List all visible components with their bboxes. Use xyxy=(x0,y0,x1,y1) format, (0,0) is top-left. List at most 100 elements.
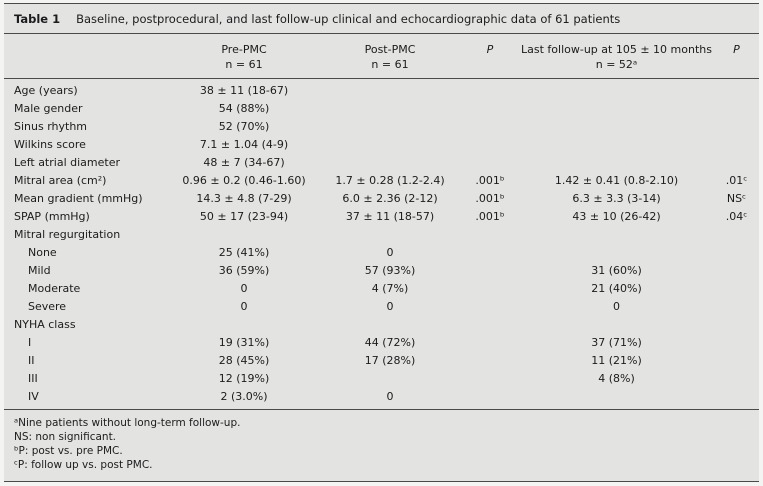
cell-value: 19 (31%) xyxy=(218,336,270,349)
table-row: Left atrial diameter 48 ± 7 (34-67) xyxy=(4,154,759,172)
cell-value xyxy=(714,280,759,298)
col-parameter xyxy=(4,34,169,79)
cell-value xyxy=(714,334,759,352)
table-row: Mitral area (cm²) 0.96 ± 0.2 (0.46-1.60) 1… xyxy=(4,172,759,190)
cell-value xyxy=(461,298,519,316)
cell-value: 0.96 ± 0.2 (0.46-1.60) xyxy=(182,174,306,187)
table-row: I 19 (31%) 44 (72%) 37 (71%) xyxy=(4,334,759,352)
cell-value xyxy=(319,79,461,101)
row-label: Left atrial diameter xyxy=(14,156,120,169)
cell-value xyxy=(319,154,461,172)
table-row: IV 2 (3.0%) 0 xyxy=(4,388,759,409)
row-label: Moderate xyxy=(28,282,81,295)
cell-value xyxy=(714,370,759,388)
table-row: III 12 (19%) 4 (8%) xyxy=(4,370,759,388)
cell-value xyxy=(519,388,714,409)
footnote: NS: non significant. xyxy=(14,431,117,443)
cell-value xyxy=(461,100,519,118)
footnote: ᶜP: follow up vs. post PMC. xyxy=(14,459,153,471)
cell-value: 37 ± 11 (18-57) xyxy=(345,210,435,223)
cell-value: 48 ± 7 (34-67) xyxy=(203,156,285,169)
cell-value xyxy=(319,118,461,136)
row-label: Mitral area (cm²) xyxy=(14,174,107,187)
col-sub: n = 52ᵃ xyxy=(595,58,638,71)
cell-value: 0 xyxy=(386,300,394,313)
table-header: Pre-PMC n = 61 Post-PMC n = 61 P Last fo… xyxy=(4,34,759,79)
row-label: None xyxy=(28,246,57,259)
cell-value xyxy=(461,316,519,334)
cell-value: .001ᵇ xyxy=(475,174,505,187)
cell-value: 31 (60%) xyxy=(591,264,642,277)
row-label: IV xyxy=(28,390,39,403)
cell-value: 14.3 ± 4.8 (7-29) xyxy=(196,192,292,205)
col-label: P xyxy=(486,43,494,56)
col-label: Post-PMC xyxy=(364,43,416,56)
col-label: Last follow-up at 105 ± 10 months xyxy=(521,43,712,56)
row-label: NYHA class xyxy=(14,318,76,331)
cell-value xyxy=(714,388,759,409)
cell-value xyxy=(714,154,759,172)
cell-value xyxy=(714,298,759,316)
cell-value: 11 (21%) xyxy=(591,354,642,367)
col-p-value-1: P xyxy=(461,34,519,79)
cell-value: .001ᵇ xyxy=(475,210,505,223)
cell-value: 44 (72%) xyxy=(364,336,416,349)
cell-value xyxy=(519,79,714,101)
data-table: Pre-PMC n = 61 Post-PMC n = 61 P Last fo… xyxy=(4,34,759,409)
cell-value: .01ᶜ xyxy=(725,174,748,187)
cell-value: 25 (41%) xyxy=(218,246,270,259)
cell-value xyxy=(461,280,519,298)
cell-value xyxy=(319,136,461,154)
row-label: Age (years) xyxy=(14,84,78,97)
table-row: Age (years) 38 ± 11 (18-67) xyxy=(4,79,759,101)
col-label: Pre-PMC xyxy=(221,43,267,56)
cell-value: 37 (71%) xyxy=(591,336,642,349)
cell-value: 28 (45%) xyxy=(218,354,270,367)
cell-value: 0 xyxy=(386,390,394,403)
cell-value: 1.42 ± 0.41 (0.8-2.10) xyxy=(554,174,679,187)
header-row: Pre-PMC n = 61 Post-PMC n = 61 P Last fo… xyxy=(4,34,759,79)
cell-value xyxy=(461,154,519,172)
footnote: ᵇP: post vs. pre PMC. xyxy=(14,445,123,457)
table-body: Age (years) 38 ± 11 (18-67) Male gender 54 … xyxy=(4,79,759,410)
cell-value xyxy=(461,118,519,136)
cell-value xyxy=(714,100,759,118)
cell-value xyxy=(519,136,714,154)
footnote: ᵃNine patients without long-term follow-… xyxy=(14,417,241,429)
cell-value xyxy=(461,334,519,352)
cell-value xyxy=(519,100,714,118)
cell-value: 2 (3.0%) xyxy=(220,390,268,403)
cell-value: 17 (28%) xyxy=(364,354,416,367)
cell-value: .001ᵇ xyxy=(475,192,505,205)
cell-value: NSᶜ xyxy=(726,192,747,205)
cell-value xyxy=(519,244,714,262)
cell-value xyxy=(169,226,319,244)
cell-value xyxy=(714,316,759,334)
cell-value: 36 (59%) xyxy=(218,264,270,277)
table-row: NYHA class xyxy=(4,316,759,334)
row-label: Male gender xyxy=(14,102,83,115)
row-label: I xyxy=(28,336,32,349)
cell-value xyxy=(714,262,759,280)
table-label: Table 1 xyxy=(14,12,61,26)
cell-value xyxy=(714,352,759,370)
cell-value: 38 ± 11 (18-67) xyxy=(199,84,289,97)
col-sub: n = 61 xyxy=(371,58,409,71)
cell-value xyxy=(519,316,714,334)
row-label: Wilkins score xyxy=(14,138,86,151)
table-row: Severe 0 0 0 xyxy=(4,298,759,316)
cell-value xyxy=(714,136,759,154)
cell-value: 0 xyxy=(240,282,248,295)
table-title: Baseline, postprocedural, and last follo… xyxy=(76,12,621,26)
cell-value xyxy=(714,226,759,244)
cell-value: 50 ± 17 (23-94) xyxy=(199,210,289,223)
cell-value xyxy=(519,154,714,172)
table-caption: Table 1 Baseline, postprocedural, and las… xyxy=(4,4,759,34)
row-label: Mitral regurgitation xyxy=(14,228,121,241)
cell-value xyxy=(519,226,714,244)
col-pre-pmc: Pre-PMC n = 61 xyxy=(169,34,319,79)
cell-value xyxy=(319,370,461,388)
cell-value: 12 (19%) xyxy=(218,372,270,385)
table-1-block: Table 1 Baseline, postprocedural, and las… xyxy=(4,3,759,482)
row-label: Sinus rhythm xyxy=(14,120,88,133)
